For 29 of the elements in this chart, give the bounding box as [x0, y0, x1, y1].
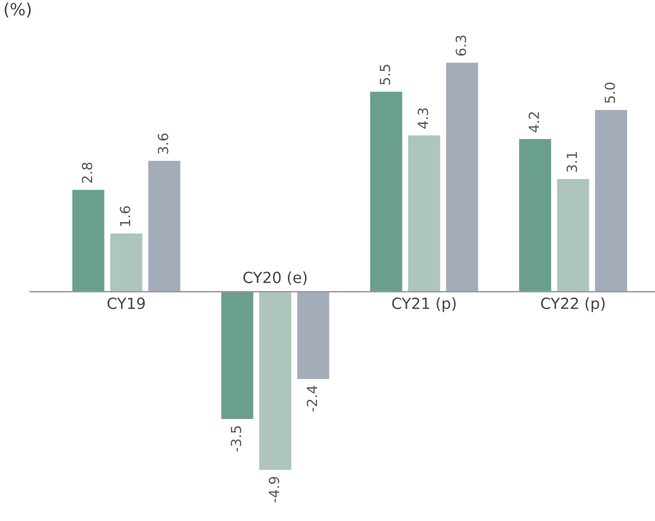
bar [557, 179, 590, 292]
data-label: 2.8 [82, 162, 92, 183]
x-tick-label: CY20 (e) [243, 271, 307, 286]
data-label: 6.3 [456, 36, 466, 56]
data-label: -4.9 [268, 476, 280, 502]
x-tick-label: CY22 (p) [541, 297, 605, 312]
y-axis-title: (%) [4, 2, 31, 18]
data-label: 1.6 [120, 206, 130, 226]
bar [297, 292, 330, 379]
bar [221, 292, 254, 419]
x-tick-label: CY21 (p) [392, 297, 456, 312]
bar [446, 62, 478, 292]
data-label: 3.6 [158, 134, 168, 154]
data-label: 4.3 [418, 108, 428, 129]
data-label: 3.1 [566, 152, 578, 172]
bar [595, 110, 628, 292]
bar [110, 234, 142, 292]
data-label: -3.5 [230, 426, 242, 452]
data-label: 5.5 [380, 64, 390, 85]
bar [72, 190, 104, 292]
bar [519, 139, 552, 292]
bar [259, 292, 292, 470]
bar [408, 135, 440, 292]
data-label: 4.2 [528, 112, 539, 132]
bar [148, 160, 180, 292]
bar [370, 92, 402, 292]
data-label: 5.0 [604, 82, 616, 103]
data-label: -2.4 [306, 386, 318, 412]
x-tick-label: CY19 [108, 298, 145, 310]
